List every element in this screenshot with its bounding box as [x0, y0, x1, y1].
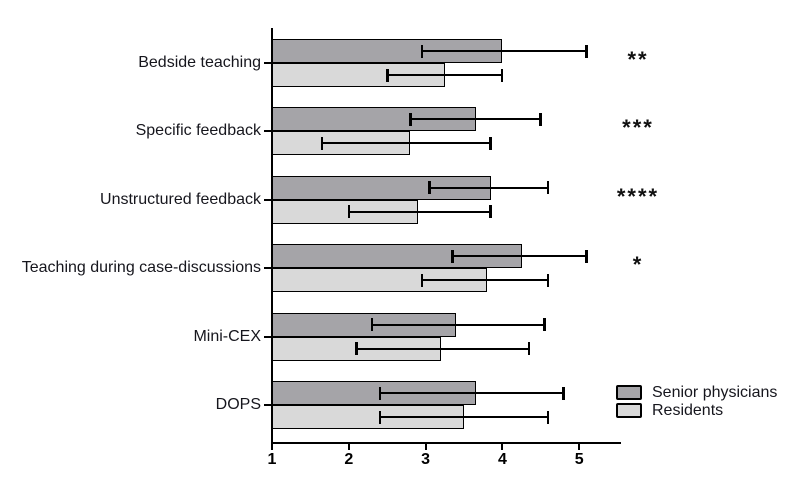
- legend-label-residents: Residents: [652, 401, 724, 419]
- error-bar-cap-high: [489, 136, 492, 150]
- y-axis-line: [271, 28, 273, 443]
- error-bar-cap-low: [386, 68, 389, 82]
- error-bar-cap-low: [378, 410, 382, 424]
- x-axis-tick-label: 1: [267, 451, 277, 468]
- error-bar-line: [429, 186, 549, 189]
- significance-marker: ****: [616, 183, 660, 209]
- category-axis-tick: [264, 267, 272, 270]
- error-bar-line: [452, 255, 587, 258]
- error-bar-cap-low: [355, 342, 358, 356]
- error-bar-cap-high: [546, 273, 550, 287]
- error-bar-line: [387, 74, 503, 76]
- error-bar-line: [356, 347, 530, 350]
- category-label: Unstructured feedback: [100, 190, 261, 208]
- category-axis-tick: [264, 62, 272, 64]
- error-bar-cap-high: [527, 342, 531, 356]
- error-bar-cap-high: [543, 318, 546, 332]
- error-bar-line: [379, 416, 549, 418]
- error-bar-cap-low: [428, 181, 431, 195]
- significance-marker: *: [632, 252, 644, 278]
- error-bar-line: [321, 142, 491, 145]
- error-bar-cap-high: [539, 112, 542, 126]
- x-axis-tick-label: 3: [421, 451, 431, 468]
- error-bar-cap-high: [585, 44, 588, 58]
- x-axis-line: [271, 442, 621, 444]
- error-bar-cap-low: [451, 249, 454, 263]
- legend-swatch-senior-physicians-icon: [616, 385, 642, 400]
- legend-item-residents: Residents: [616, 402, 777, 419]
- category-axis-tick: [264, 335, 272, 338]
- error-bar-cap-high: [585, 249, 588, 263]
- error-bar-cap-low: [347, 205, 351, 219]
- error-bar-cap-high: [500, 68, 504, 82]
- error-bar-cap-low: [378, 386, 382, 400]
- category-label: DOPS: [215, 396, 261, 413]
- x-axis-tick-label: 5: [574, 451, 584, 468]
- error-bar-line: [410, 118, 541, 121]
- category-axis-tick: [264, 198, 272, 201]
- category-axis-tick: [264, 130, 272, 133]
- error-bar-cap-high: [546, 410, 550, 424]
- legend-swatch-residents-icon: [616, 403, 642, 418]
- error-bar-line: [348, 210, 491, 213]
- x-axis-tick: [578, 442, 581, 450]
- category-label: Specific feedback: [135, 122, 261, 140]
- legend: Senior physicians Residents: [616, 384, 777, 420]
- error-bar-cap-high: [489, 205, 492, 219]
- error-bar-line: [421, 279, 549, 282]
- error-bar-cap-low: [370, 318, 374, 332]
- x-axis-tick: [271, 442, 273, 450]
- x-axis-tick-label: 2: [344, 451, 354, 468]
- error-bar-cap-low: [409, 112, 412, 126]
- x-axis-tick-label: 4: [497, 451, 507, 468]
- error-bar-line: [421, 50, 587, 52]
- error-bar-line: [371, 323, 545, 326]
- x-axis-tick: [501, 442, 504, 450]
- error-bar-cap-low: [420, 273, 424, 287]
- category-label: Teaching during case-discussions: [21, 259, 261, 277]
- error-bar-cap-high: [546, 181, 550, 195]
- x-axis-tick: [424, 442, 427, 450]
- error-bar-cap-low: [420, 44, 424, 58]
- category-axis-tick: [264, 404, 272, 406]
- legend-item-senior-physicians: Senior physicians: [616, 384, 777, 401]
- category-label: Mini-CEX: [193, 327, 261, 345]
- significance-marker: ***: [622, 115, 654, 141]
- category-label: Bedside teaching: [138, 54, 261, 71]
- error-bar-cap-high: [562, 386, 565, 400]
- x-axis-tick: [347, 442, 350, 450]
- significance-marker: **: [627, 47, 649, 72]
- error-bar-line: [379, 392, 564, 394]
- error-bar-cap-low: [320, 136, 324, 150]
- legend-label-senior-physicians: Senior physicians: [652, 383, 778, 401]
